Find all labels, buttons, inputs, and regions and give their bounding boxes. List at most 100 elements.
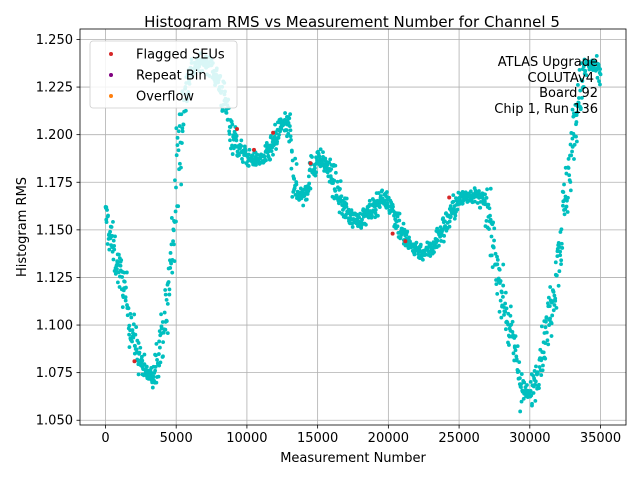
data-point xyxy=(577,96,581,100)
data-point xyxy=(541,363,545,368)
data-point xyxy=(487,206,492,211)
data-point xyxy=(180,141,184,145)
data-point xyxy=(395,224,400,229)
data-point xyxy=(179,165,183,170)
legend-marker-repeat-bin xyxy=(109,73,113,77)
data-point xyxy=(272,134,277,139)
data-point xyxy=(537,386,541,391)
data-point xyxy=(478,199,483,204)
data-point xyxy=(134,325,139,330)
data-point xyxy=(172,242,176,247)
data-point xyxy=(550,313,555,318)
annotation-line-2: COLUTAv4 xyxy=(528,71,594,86)
data-point xyxy=(504,306,509,311)
data-point xyxy=(247,147,252,152)
legend-label-flagged-seus: Flagged SEUs xyxy=(136,48,225,63)
data-point xyxy=(127,345,132,350)
data-point xyxy=(597,79,601,84)
data-point xyxy=(495,257,500,262)
flagged-seu-point xyxy=(308,161,313,166)
data-point xyxy=(129,315,134,320)
data-point xyxy=(442,219,447,224)
data-point xyxy=(181,122,186,127)
data-point xyxy=(385,201,390,206)
y-axis-ticks: 1.050 1.075 1.100 1.125 1.150 1.175 1.200 1.225… xyxy=(36,33,80,429)
data-point xyxy=(229,119,234,124)
data-point xyxy=(484,218,489,223)
data-point xyxy=(512,344,517,349)
grid xyxy=(80,29,626,425)
data-point xyxy=(160,320,165,324)
data-point xyxy=(317,154,322,159)
data-point xyxy=(169,261,174,266)
data-point xyxy=(552,303,557,307)
data-point xyxy=(572,142,577,147)
data-point xyxy=(519,382,524,387)
data-point xyxy=(142,352,147,357)
data-point xyxy=(544,319,548,324)
data-point xyxy=(333,163,338,168)
data-point xyxy=(579,96,584,100)
data-point xyxy=(574,120,579,124)
data-point xyxy=(153,368,158,373)
x-tick-label: 35000 xyxy=(580,431,621,446)
data-point xyxy=(117,285,122,289)
data-point xyxy=(159,312,163,317)
data-point xyxy=(273,122,277,127)
data-point xyxy=(486,202,491,207)
data-point xyxy=(557,269,562,274)
data-point xyxy=(492,238,496,243)
data-point xyxy=(451,199,456,204)
data-point xyxy=(288,128,293,133)
data-point xyxy=(339,194,344,199)
data-point xyxy=(391,204,395,209)
data-point xyxy=(402,227,407,232)
data-point xyxy=(154,342,159,346)
data-point xyxy=(115,267,119,271)
data-point xyxy=(111,257,116,262)
data-point xyxy=(304,197,309,202)
data-point xyxy=(255,153,260,157)
legend-label-overflow: Overflow xyxy=(136,90,194,105)
data-point xyxy=(562,212,567,217)
data-point xyxy=(564,204,569,209)
data-point xyxy=(105,208,109,212)
x-tick-label: 30000 xyxy=(509,431,550,446)
data-point xyxy=(117,252,121,257)
data-point xyxy=(594,53,599,58)
data-point xyxy=(151,374,156,379)
data-point xyxy=(308,186,313,191)
data-point xyxy=(566,157,571,161)
data-point xyxy=(369,213,374,218)
data-point xyxy=(570,149,574,154)
data-point xyxy=(568,188,573,193)
y-tick-label: 1.250 xyxy=(36,33,73,48)
data-point xyxy=(332,178,337,183)
legend-label-repeat-bin: Repeat Bin xyxy=(136,69,207,84)
data-point xyxy=(488,217,493,222)
data-point xyxy=(136,341,141,345)
data-point xyxy=(106,213,110,218)
data-point xyxy=(333,188,338,193)
data-point xyxy=(581,64,586,69)
data-point xyxy=(451,193,456,198)
data-point xyxy=(435,238,440,243)
data-point xyxy=(495,254,499,259)
data-point xyxy=(294,162,299,166)
data-point xyxy=(377,205,382,209)
data-point xyxy=(492,226,497,231)
data-point xyxy=(558,249,563,254)
data-point xyxy=(174,126,179,131)
data-point xyxy=(533,379,538,384)
data-point xyxy=(113,234,117,239)
data-point xyxy=(338,187,342,191)
data-point xyxy=(118,263,123,268)
data-point xyxy=(179,112,184,117)
legend-marker-flagged-seus xyxy=(109,52,113,56)
data-point xyxy=(162,310,167,315)
data-point xyxy=(168,266,173,270)
flagged-seu-point xyxy=(390,231,395,236)
data-point xyxy=(405,229,410,234)
data-point xyxy=(568,180,573,184)
data-point xyxy=(264,158,268,163)
